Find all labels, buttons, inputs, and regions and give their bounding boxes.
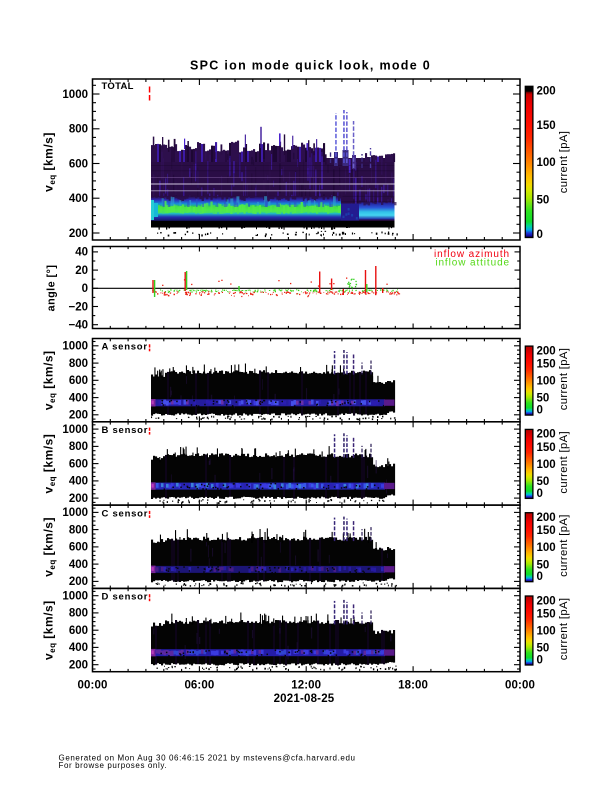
svg-text:current [pA]: current [pA] [558, 348, 570, 411]
svg-text:1000: 1000 [62, 507, 88, 519]
svg-text:200: 200 [537, 595, 556, 607]
svg-text:12:00: 12:00 [291, 680, 321, 692]
svg-text:TOTAL: TOTAL [102, 81, 134, 92]
svg-text:A sensor: A sensor [102, 342, 148, 353]
svg-text:100: 100 [537, 459, 556, 471]
svg-text:1000: 1000 [62, 591, 88, 603]
svg-text:800: 800 [69, 524, 88, 536]
svg-text:600: 600 [69, 542, 88, 554]
svg-text:C sensor: C sensor [102, 508, 149, 519]
svg-text:50: 50 [537, 393, 550, 405]
svg-text:200: 200 [69, 410, 88, 422]
svg-text:600: 600 [69, 458, 88, 470]
svg-text:angle [°]: angle [°] [46, 265, 58, 312]
svg-text:−20: −20 [68, 301, 88, 313]
svg-text:For browse purposes only.: For browse purposes only. [59, 761, 168, 770]
svg-text:200: 200 [69, 493, 88, 505]
svg-text:100: 100 [537, 542, 556, 554]
svg-text:400: 400 [69, 193, 88, 205]
svg-text:100: 100 [537, 626, 556, 638]
svg-text:inflow attitude: inflow attitude [435, 258, 510, 269]
svg-text:0: 0 [537, 229, 543, 241]
svg-text:0: 0 [537, 571, 543, 583]
svg-text:18:00: 18:00 [398, 680, 428, 692]
svg-text:current [pA]: current [pA] [558, 131, 570, 194]
svg-text:D sensor: D sensor [102, 592, 149, 603]
svg-text:600: 600 [69, 625, 88, 637]
svg-text:800: 800 [69, 441, 88, 453]
svg-text:0: 0 [537, 488, 543, 500]
svg-text:SPC ion mode quick look, mode: SPC ion mode quick look, mode 0 [190, 59, 431, 73]
svg-text:100: 100 [537, 376, 556, 388]
svg-text:150: 150 [537, 120, 556, 132]
svg-text:800: 800 [69, 358, 88, 370]
svg-text:2021-08-25: 2021-08-25 [274, 693, 335, 705]
svg-text:40: 40 [75, 247, 88, 259]
svg-text:100: 100 [537, 157, 556, 169]
svg-text:50: 50 [537, 476, 550, 488]
svg-text:800: 800 [69, 608, 88, 620]
svg-text:200: 200 [69, 228, 88, 240]
svg-text:1000: 1000 [62, 89, 88, 101]
svg-text:600: 600 [69, 158, 88, 170]
svg-text:1000: 1000 [62, 424, 88, 436]
svg-text:400: 400 [69, 559, 88, 571]
svg-text:150: 150 [537, 525, 556, 537]
svg-text:200: 200 [537, 345, 556, 357]
svg-text:600: 600 [69, 375, 88, 387]
svg-text:400: 400 [69, 476, 88, 488]
svg-text:50: 50 [537, 194, 550, 206]
svg-text:−40: −40 [68, 320, 88, 332]
svg-text:current [pA]: current [pA] [558, 598, 570, 661]
svg-text:200: 200 [69, 576, 88, 588]
svg-text:150: 150 [537, 359, 556, 371]
svg-text:0: 0 [537, 405, 543, 417]
svg-text:150: 150 [537, 442, 556, 454]
svg-text:200: 200 [69, 660, 88, 672]
svg-text:B sensor: B sensor [102, 425, 149, 436]
svg-text:00:00: 00:00 [78, 680, 108, 692]
svg-text:20: 20 [75, 265, 88, 277]
svg-text:800: 800 [69, 124, 88, 136]
svg-text:0: 0 [82, 283, 88, 295]
svg-text:50: 50 [537, 643, 550, 655]
svg-text:current [pA]: current [pA] [558, 514, 570, 577]
svg-text:200: 200 [537, 512, 556, 524]
svg-text:00:00: 00:00 [505, 680, 535, 692]
svg-text:current [pA]: current [pA] [558, 431, 570, 494]
svg-text:0: 0 [537, 654, 543, 666]
svg-text:200: 200 [537, 429, 556, 441]
svg-text:1000: 1000 [62, 341, 88, 353]
svg-text:06:00: 06:00 [184, 680, 214, 692]
svg-text:400: 400 [69, 642, 88, 654]
svg-text:150: 150 [537, 608, 556, 620]
svg-text:200: 200 [537, 86, 556, 98]
svg-text:400: 400 [69, 392, 88, 404]
svg-text:50: 50 [537, 559, 550, 571]
